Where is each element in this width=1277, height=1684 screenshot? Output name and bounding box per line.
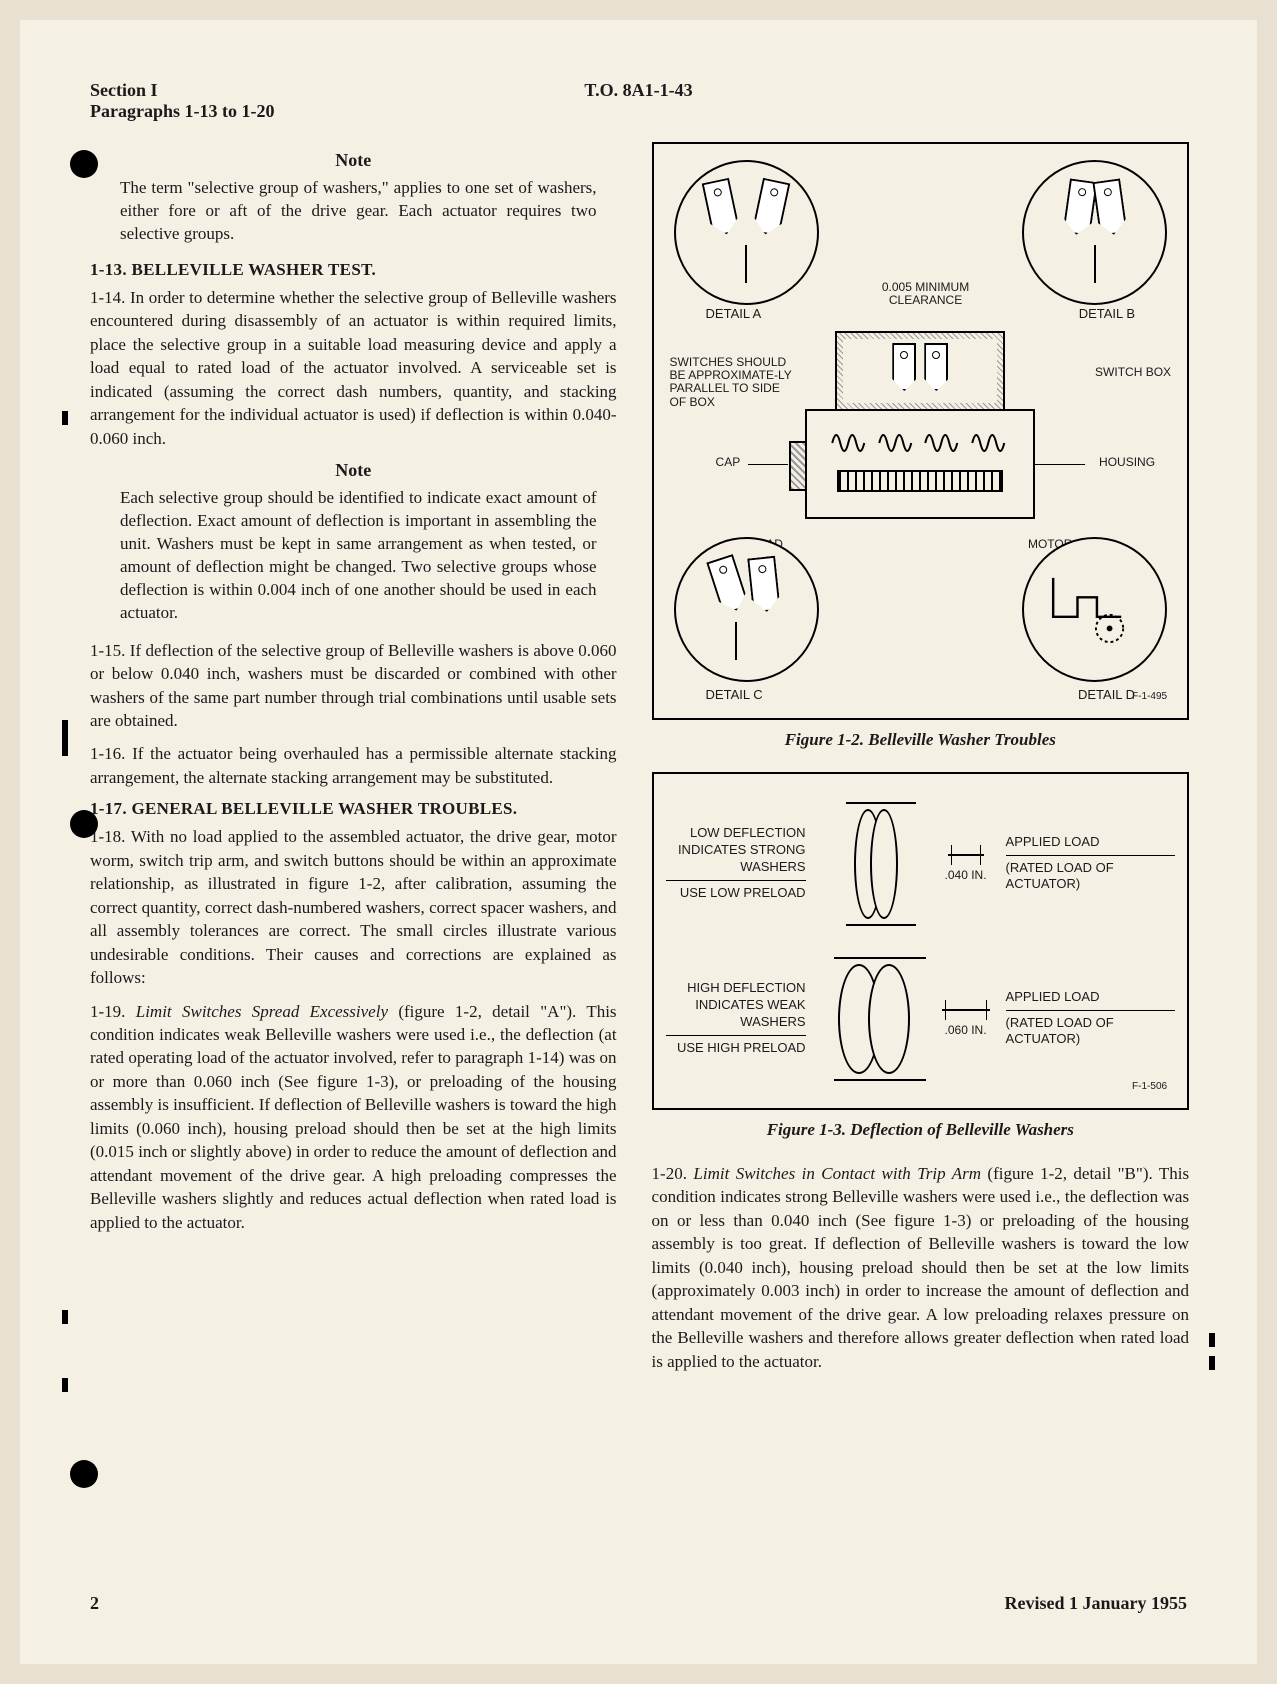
clearance-label: 0.005 MINIMUM CLEARANCE	[866, 281, 986, 307]
low-deflection-label: LOW DEFLECTION INDICATES STRONG WASHERS	[666, 825, 806, 876]
paragraph-120: 1-20. Limit Switches in Contact with Tri…	[652, 1162, 1190, 1373]
note-heading: Note	[90, 150, 617, 171]
high-deflection-label: HIGH DEFLECTION INDICATES WEAK WASHERS	[666, 980, 806, 1031]
figure-id: F-1-495	[1132, 691, 1167, 702]
detail-c-label: DETAIL C	[706, 687, 763, 702]
para-prefix: 1-20.	[652, 1164, 694, 1183]
punch-hole-icon	[70, 810, 98, 838]
detail-b-label: DETAIL B	[1079, 306, 1135, 321]
para-body: (figure 1-2, detail "B"). This condition…	[652, 1164, 1190, 1371]
housing-label: HOUSING	[1099, 456, 1155, 469]
dimension-060: .060 IN.	[936, 1000, 996, 1037]
change-bar	[1209, 1356, 1215, 1370]
use-high-label: USE HIGH PRELOAD	[666, 1040, 806, 1057]
para-prefix: 1-19.	[90, 1002, 136, 1021]
detail-d-label: DETAIL D	[1078, 687, 1135, 702]
page-number: 2	[90, 1593, 99, 1614]
punch-hole-icon	[70, 1460, 98, 1488]
page: Section I Paragraphs 1-13 to 1-20 T.O. 8…	[20, 20, 1257, 1664]
revised-date: Revised 1 January 1955	[1004, 1593, 1187, 1614]
note-body: Each selective group should be identifie…	[90, 487, 617, 625]
section-label: Section I	[90, 80, 274, 101]
washer-row-low: LOW DEFLECTION INDICATES STRONG WASHERS …	[666, 786, 1176, 941]
figure-1-3-caption: Figure 1-3. Deflection of Belleville Was…	[652, 1120, 1190, 1140]
change-bar	[62, 1378, 68, 1392]
applied-load-label: APPLIED LOAD	[1006, 834, 1176, 851]
detail-a-circle	[674, 160, 819, 305]
cap-label: CAP	[716, 456, 741, 469]
figure-1-2: DETAIL A DETAIL B 0.005 MINIMUM CLEARANC…	[652, 142, 1190, 720]
page-header: Section I Paragraphs 1-13 to 1-20 T.O. 8…	[90, 80, 1187, 122]
paragraph-114: 1-14. In order to determine whether the …	[90, 286, 617, 450]
to-number: T.O. 8A1-1-43	[584, 80, 692, 101]
washer-graphic-narrow	[816, 804, 936, 924]
washer-row-high: HIGH DEFLECTION INDICATES WEAK WASHERS U…	[666, 941, 1176, 1096]
note-heading: Note	[90, 460, 617, 481]
paragraph-range: Paragraphs 1-13 to 1-20	[90, 101, 274, 122]
paragraph-115: 1-15. If deflection of the selective gro…	[90, 639, 617, 733]
figure-1-2-caption: Figure 1-2. Belleville Washer Troubles	[652, 730, 1190, 750]
paragraph-118: 1-18. With no load applied to the assemb…	[90, 825, 617, 989]
detail-d-circle	[1022, 537, 1167, 682]
paragraph-119: 1-19. Limit Switches Spread Excessively …	[90, 1000, 617, 1235]
change-bar	[62, 720, 68, 756]
use-low-label: USE LOW PRELOAD	[666, 885, 806, 902]
detail-a-label: DETAIL A	[706, 306, 762, 321]
center-assembly	[780, 331, 1060, 541]
page-footer: 2 Revised 1 January 1955	[90, 1593, 1187, 1614]
detail-b-circle	[1022, 160, 1167, 305]
rated-load-label: (RATED LOAD OF ACTUATOR)	[1006, 1015, 1176, 1049]
detail-c-circle	[674, 537, 819, 682]
right-column: DETAIL A DETAIL B 0.005 MINIMUM CLEARANC…	[652, 142, 1190, 1383]
para-title: Limit Switches in Contact with Trip Arm	[693, 1164, 981, 1183]
para-title: Limit Switches Spread Excessively	[136, 1002, 388, 1021]
change-bar	[62, 1310, 68, 1324]
change-bar	[62, 411, 68, 425]
figure-1-3: LOW DEFLECTION INDICATES STRONG WASHERS …	[652, 772, 1190, 1110]
washer-graphic-wide	[816, 959, 936, 1079]
rated-load-label: (RATED LOAD OF ACTUATOR)	[1006, 860, 1176, 894]
punch-hole-icon	[70, 150, 98, 178]
section-heading-113: 1-13. BELLEVILLE WASHER TEST.	[90, 260, 617, 280]
figure-id: F-1-506	[1132, 1081, 1167, 1092]
change-bar	[1209, 1333, 1215, 1347]
dimension-040: .040 IN.	[936, 845, 996, 882]
note-body: The term "selective group of washers," a…	[90, 177, 617, 246]
applied-load-label: APPLIED LOAD	[1006, 989, 1176, 1006]
section-heading-117: 1-17. GENERAL BELLEVILLE WASHER TROUBLES…	[90, 799, 617, 819]
switch-box-label: SWITCH BOX	[1095, 366, 1171, 379]
paragraph-116: 1-16. If the actuator being overhauled h…	[90, 742, 617, 789]
left-column: Note The term "selective group of washer…	[90, 142, 617, 1383]
para-body: (figure 1-2, detail "A"). This condition…	[90, 1002, 617, 1232]
